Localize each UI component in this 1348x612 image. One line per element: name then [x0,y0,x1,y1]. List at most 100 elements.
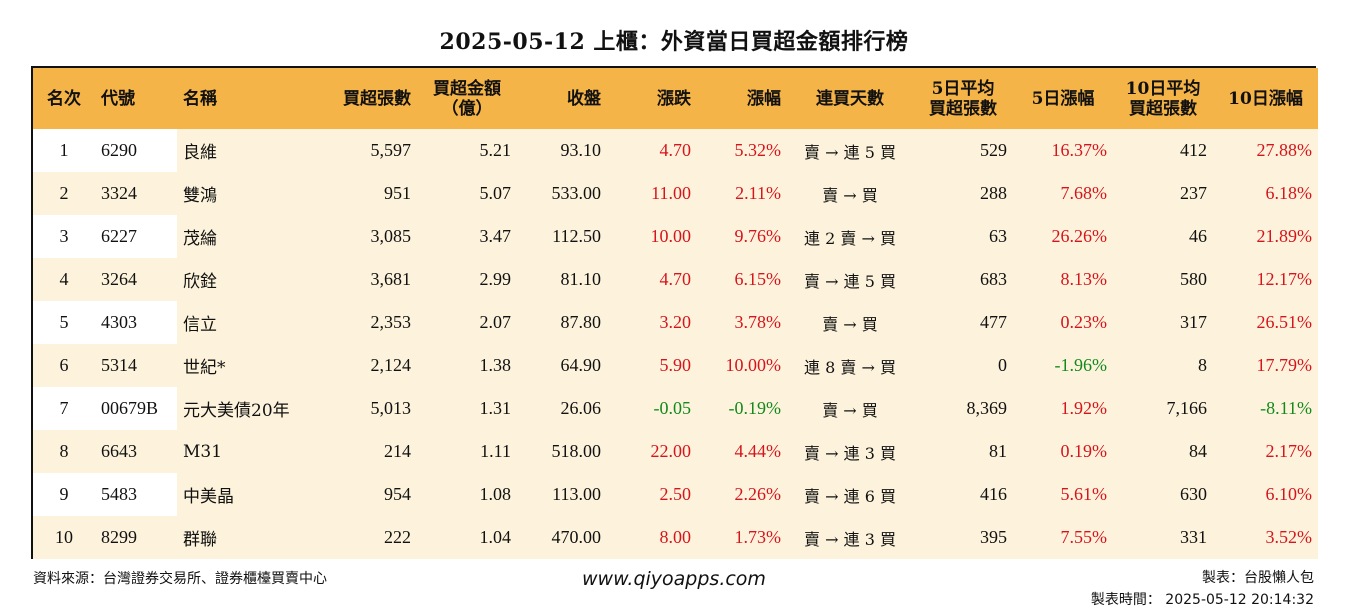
cell-buy-volume: 214 [317,430,417,473]
cell-buy-volume: 951 [317,172,417,215]
cell-name: 元大美債20年 [177,387,317,430]
cell-pct10: 26.51% [1213,301,1318,344]
cell-avg5-volume: 8,369 [913,387,1013,430]
cell-pct5: 8.13% [1013,258,1113,301]
cell-avg10-volume: 412 [1113,129,1213,172]
cell-buy-volume: 222 [317,516,417,559]
cell-avg5-volume: 477 [913,301,1013,344]
cell-code: 4303 [95,301,177,344]
cell-change: 4.70 [607,258,697,301]
cell-streak: 連 2 賣 → 買 [787,215,913,258]
cell-buy-amount: 1.38 [417,344,517,387]
page-title: 2025-05-12 上櫃：外資當日買超金額排行榜 [439,29,909,55]
cell-rank: 5 [33,301,95,344]
header-streak: 連買天數 [787,68,913,129]
cell-close: 64.90 [517,344,607,387]
cell-close: 470.00 [517,516,607,559]
cell-change: 22.00 [607,430,697,473]
cell-change-pct: 9.76% [697,215,787,258]
cell-pct10: 17.79% [1213,344,1318,387]
cell-avg5-volume: 416 [913,473,1013,516]
cell-pct10: 6.18% [1213,172,1318,215]
cell-pct5: 0.19% [1013,430,1113,473]
cell-code: 6290 [95,129,177,172]
cell-close: 533.00 [517,172,607,215]
cell-avg5-volume: 529 [913,129,1013,172]
cell-pct10: 21.89% [1213,215,1318,258]
cell-buy-volume: 954 [317,473,417,516]
cell-change-pct: 2.26% [697,473,787,516]
cell-name: M31 [177,430,317,473]
cell-rank: 10 [33,516,95,559]
cell-pct5: -1.96% [1013,344,1113,387]
cell-change-pct: 10.00% [697,344,787,387]
cell-avg10-volume: 630 [1113,473,1213,516]
data-source-note: 資料來源：台灣證券交易所、證券櫃檯買賣中心 [33,571,327,587]
header-change-pct: 漲幅 [697,68,787,129]
cell-change: 11.00 [607,172,697,215]
cell-avg10-volume: 317 [1113,301,1213,344]
table-header-row: 名次 代號 名稱 買超張數 買超金額 （億） 收盤 漲跌 漲幅 連買天數 5日平均 買超張數 5日漲… [33,68,1318,129]
cell-close: 518.00 [517,430,607,473]
cell-streak: 賣 → 買 [787,301,913,344]
table-row: 2 3324 雙鴻 951 5.07 533.00 11.00 2.11% 賣 → 買 288 7.… [33,172,1318,215]
cell-buy-volume: 3,085 [317,215,417,258]
header-avg10-volume: 10日平均 買超張數 [1113,68,1213,129]
cell-code: 6643 [95,430,177,473]
cell-pct5: 16.37% [1013,129,1113,172]
cell-buy-amount: 5.07 [417,172,517,215]
cell-rank: 7 [33,387,95,430]
cell-change: 8.00 [607,516,697,559]
cell-avg5-volume: 81 [913,430,1013,473]
table-row: 7 00679B 元大美債20年 5,013 1.31 26.06 -0.05 -0.19% 賣… [33,387,1318,430]
cell-change-pct: 4.44% [697,430,787,473]
cell-buy-volume: 5,597 [317,129,417,172]
cell-pct5: 0.23% [1013,301,1113,344]
cell-buy-amount: 1.11 [417,430,517,473]
cell-close: 87.80 [517,301,607,344]
cell-pct10: 12.17% [1213,258,1318,301]
cell-rank: 4 [33,258,95,301]
table-row: 3 6227 茂綸 3,085 3.47 112.50 10.00 9.76% 連 2 賣 → … [33,215,1318,258]
cell-code: 00679B [95,387,177,430]
cell-name: 欣銓 [177,258,317,301]
header-name: 名稱 [177,68,317,129]
cell-change: 2.50 [607,473,697,516]
header-buy-volume: 買超張數 [317,68,417,129]
cell-code: 8299 [95,516,177,559]
cell-avg10-volume: 237 [1113,172,1213,215]
cell-close: 112.50 [517,215,607,258]
table-row: 6 5314 世紀* 2,124 1.38 64.90 5.90 10.00% 連 8 賣 → … [33,344,1318,387]
cell-pct10: 2.17% [1213,430,1318,473]
cell-change-pct: 2.11% [697,172,787,215]
ranking-table: 名次 代號 名稱 買超張數 買超金額 （億） 收盤 漲跌 漲幅 連買天數 5日平均 買超張數 5日漲… [31,66,1318,559]
cell-change-pct: 6.15% [697,258,787,301]
cell-change-pct: 1.73% [697,516,787,559]
cell-streak: 賣 → 連 6 買 [787,473,913,516]
cell-pct5: 7.55% [1013,516,1113,559]
header-rank: 名次 [33,68,95,129]
cell-pct5: 26.26% [1013,215,1113,258]
cell-buy-amount: 3.47 [417,215,517,258]
cell-change: 5.90 [607,344,697,387]
cell-pct5: 5.61% [1013,473,1113,516]
cell-change: 4.70 [607,129,697,172]
cell-change: 3.20 [607,301,697,344]
website-link[interactable]: www.qiyoapps.com [582,568,766,590]
cell-code: 3324 [95,172,177,215]
cell-change-pct: 3.78% [697,301,787,344]
cell-streak: 賣 → 連 3 買 [787,430,913,473]
header-buy-amount: 買超金額 （億） [417,68,517,129]
header-change: 漲跌 [607,68,697,129]
made-time-label: 製表時間： 2025-05-12 20:14:32 [1090,592,1314,608]
header-avg5-volume: 5日平均 買超張數 [913,68,1013,129]
cell-name: 中美晶 [177,473,317,516]
table-row: 8 6643 M31 214 1.11 518.00 22.00 4.44% 賣 → 連 3 買… [33,430,1318,473]
cell-avg10-volume: 8 [1113,344,1213,387]
cell-rank: 9 [33,473,95,516]
cell-pct10: -8.11% [1213,387,1318,430]
